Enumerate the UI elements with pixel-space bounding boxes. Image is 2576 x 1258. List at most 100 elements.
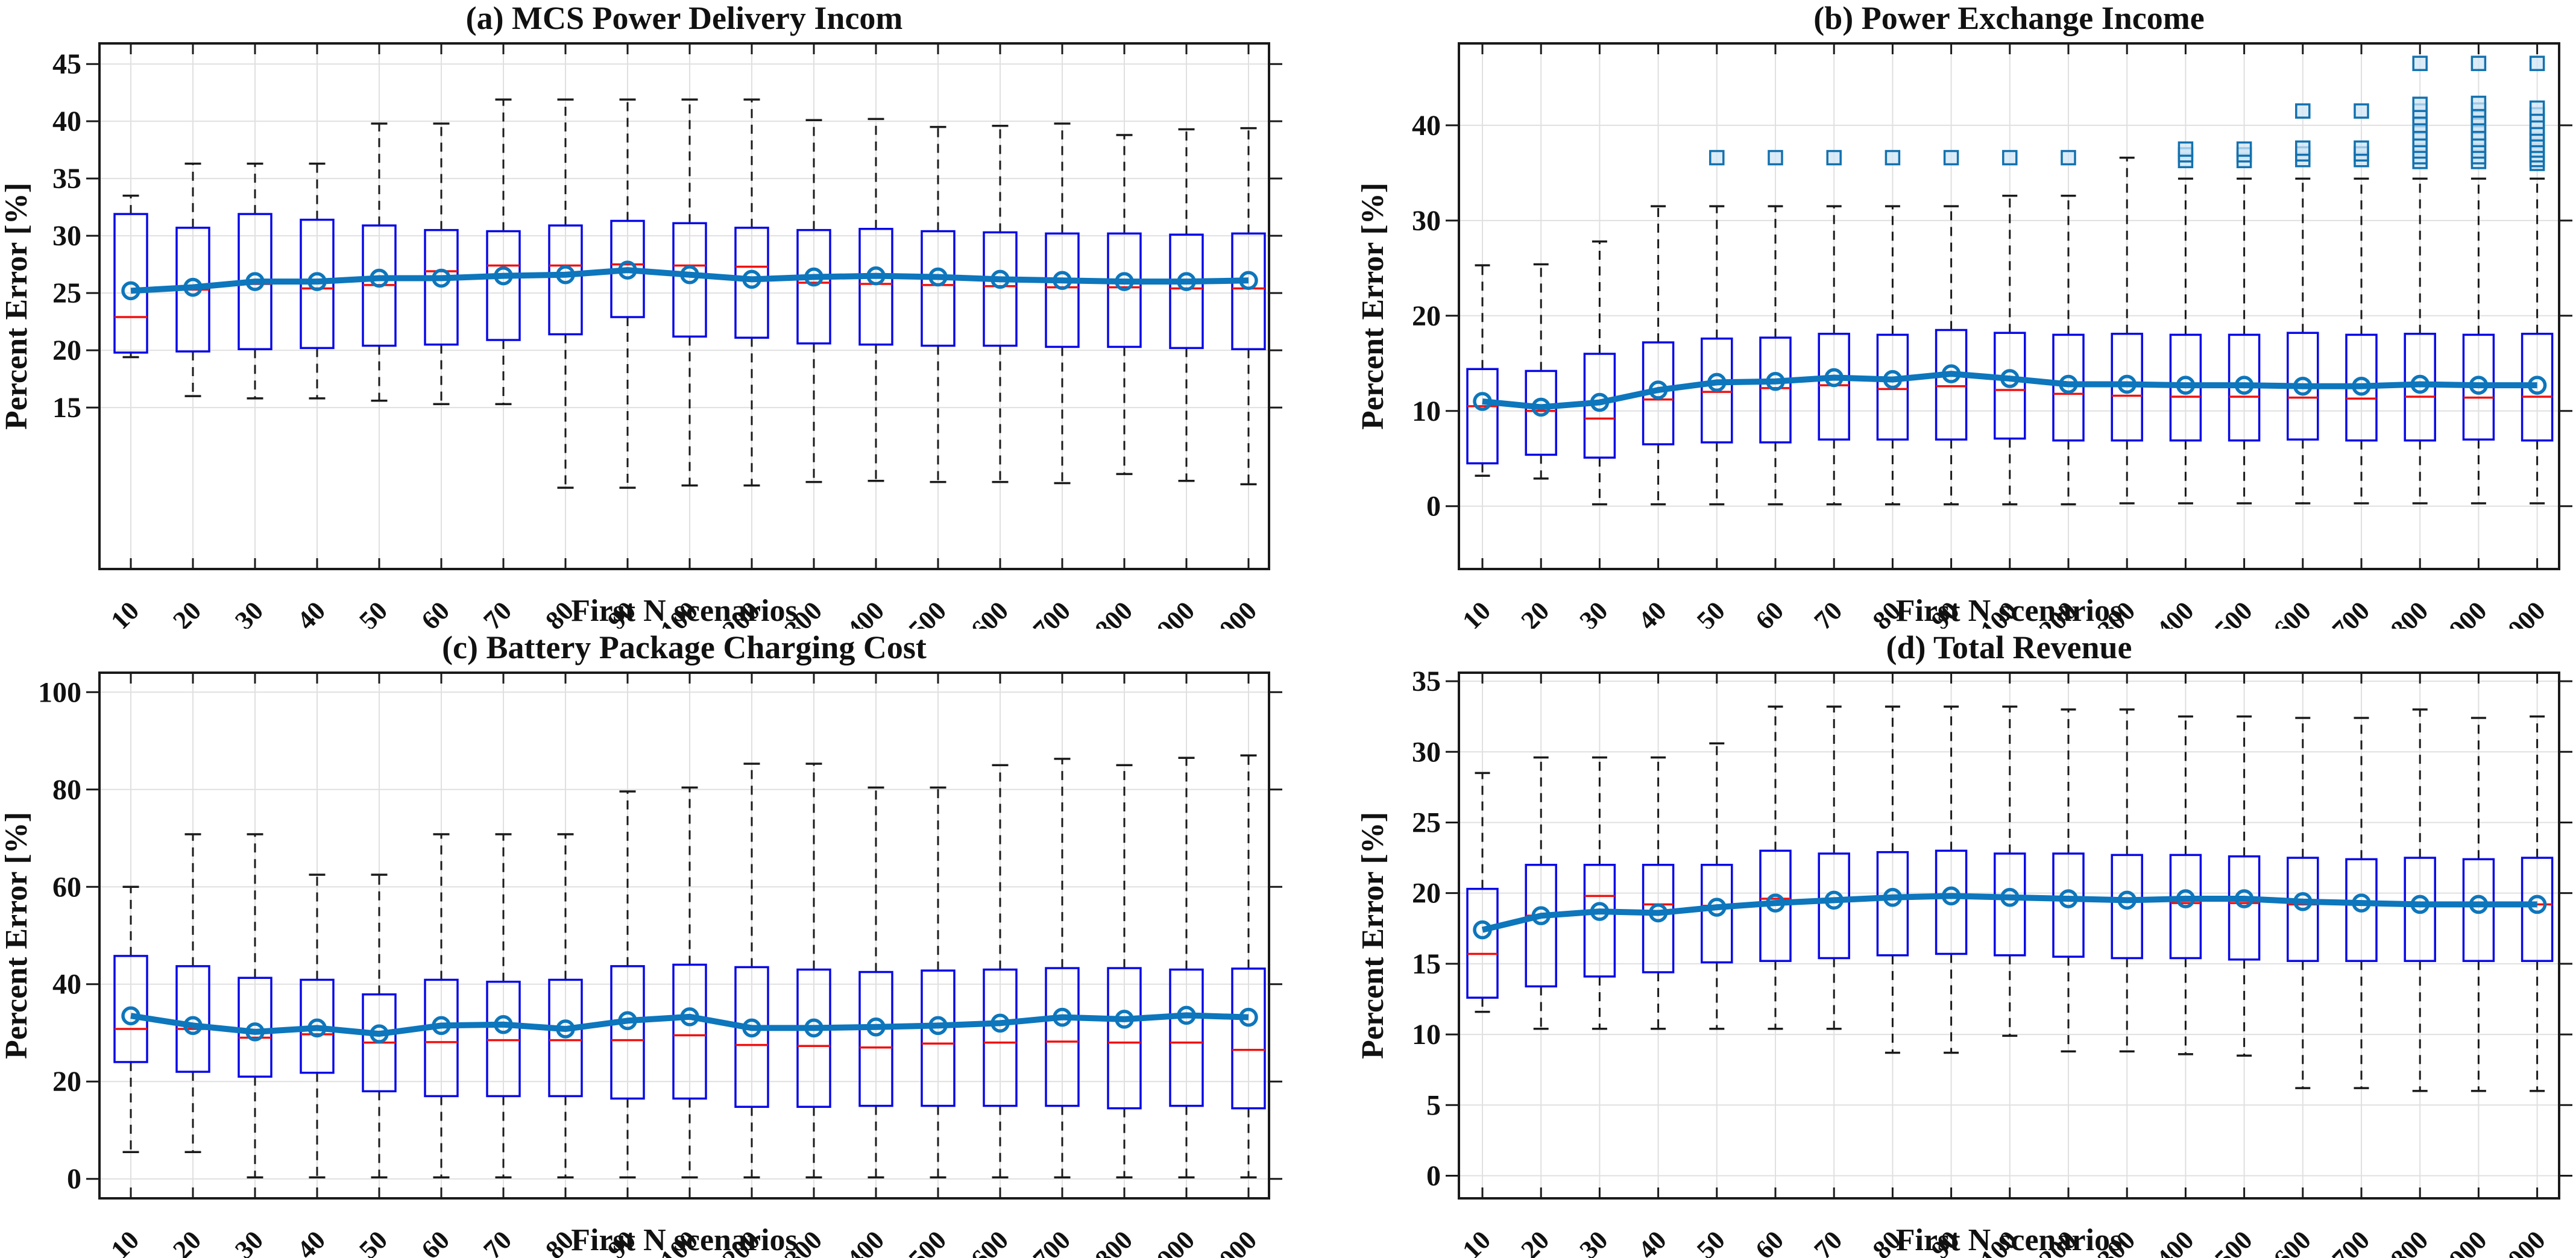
x-tick-label: 50 — [353, 596, 393, 629]
iqr-box — [1935, 849, 1968, 955]
iqr-box — [1994, 852, 2026, 957]
mean-marker — [928, 267, 948, 287]
x-tick-label: 500 — [903, 596, 952, 629]
outlier-square — [2471, 55, 2487, 71]
mean-marker — [2117, 374, 2137, 394]
x-tick-label: 700 — [1027, 596, 1076, 629]
mean-marker — [990, 1013, 1010, 1033]
x-tick-label: 1000 — [1204, 596, 1262, 629]
y-tick-label: 20 — [52, 335, 81, 366]
mean-marker — [1115, 1010, 1134, 1029]
iqr-box — [548, 224, 583, 336]
mean-marker — [618, 1011, 637, 1031]
iqr-box — [610, 965, 645, 1100]
mean-marker — [2000, 369, 2020, 388]
mean-line — [130, 1012, 1249, 1037]
panel-title: (a) MCS Power Delivery Incom — [466, 0, 903, 36]
plot-background — [99, 43, 1269, 569]
mean-marker — [2059, 889, 2078, 908]
mean-marker — [1648, 903, 1668, 923]
x-tick-label: 60 — [415, 596, 455, 629]
mean-marker — [866, 266, 886, 286]
x-tick-label: 600 — [2268, 1225, 2317, 1258]
y-axis-label: Percent Error [%] — [1356, 812, 1390, 1059]
y-tick-label: 5 — [1426, 1089, 1441, 1121]
mean-marker — [432, 268, 451, 288]
x-tick-label: 70 — [477, 1225, 517, 1258]
y-tick-label: 30 — [1412, 736, 1441, 768]
y-tick-label: 10 — [1412, 1019, 1441, 1051]
x-tick-label: 30 — [1574, 596, 1614, 629]
y-tick-label: 0 — [67, 1163, 81, 1195]
outlier-square — [2354, 140, 2369, 156]
iqr-box — [1231, 967, 1266, 1110]
y-tick-label: 30 — [1412, 205, 1441, 237]
mean-marker — [556, 1019, 575, 1039]
x-tick-label: 10 — [105, 596, 145, 629]
x-axis-label: First N scenarios — [1896, 1223, 2122, 1257]
x-tick-label: 60 — [415, 1225, 455, 1258]
mean-marker — [2176, 889, 2196, 908]
iqr-box — [921, 230, 956, 347]
y-tick-label: 40 — [52, 969, 81, 1001]
mean-marker — [928, 1016, 948, 1036]
y-tick-label: 30 — [52, 220, 81, 252]
x-tick-label: 1000 — [2493, 596, 2551, 629]
y-tick-label: 25 — [52, 277, 81, 309]
x-tick-label: 400 — [841, 1225, 890, 1258]
iqr-box — [1525, 864, 1557, 988]
mean-marker — [1531, 906, 1551, 925]
outlier-square — [2002, 149, 2018, 166]
x-tick-label: 400 — [2150, 596, 2199, 629]
y-tick-label: 15 — [52, 392, 81, 424]
x-tick-label: 50 — [1691, 1225, 1731, 1258]
iqr-box — [1818, 852, 1850, 960]
iqr-box — [1876, 851, 1909, 957]
iqr-box — [1701, 337, 1733, 444]
outlier-square — [2178, 141, 2194, 157]
x-tick-label: 800 — [1089, 596, 1138, 629]
iqr-box — [2169, 854, 2202, 960]
mean-marker — [494, 266, 513, 286]
x-tick-label: 500 — [2209, 596, 2258, 629]
outlier-square — [2295, 103, 2311, 119]
mean-marker — [804, 1018, 824, 1038]
iqr-box — [734, 966, 769, 1108]
outlier-square — [2471, 95, 2487, 112]
outlier-square — [1709, 149, 1725, 166]
outlier-square — [1768, 149, 1783, 166]
x-tick-label: 70 — [1809, 596, 1848, 629]
iqr-box — [424, 978, 459, 1098]
outlier-square — [1943, 149, 1959, 166]
mean-marker — [121, 281, 140, 301]
mean-marker — [183, 1016, 203, 1036]
mean-marker — [2234, 376, 2254, 395]
iqr-box — [1642, 864, 1675, 973]
mean-marker — [1239, 271, 1258, 291]
iqr-box — [1583, 864, 1616, 978]
mean-marker — [1177, 1005, 1196, 1025]
iqr-box — [1935, 329, 1968, 441]
x-tick-label: 500 — [2209, 1225, 2258, 1258]
mean-marker — [2527, 895, 2547, 914]
mean-marker — [618, 260, 637, 280]
iqr-box — [113, 213, 148, 354]
y-tick-label: 40 — [1412, 110, 1441, 142]
mean-marker — [1590, 902, 1610, 921]
plot-background — [1459, 43, 2559, 569]
x-tick-label: 40 — [1633, 1225, 1672, 1258]
x-tick-label: 900 — [1151, 1225, 1200, 1258]
iqr-box — [672, 963, 707, 1100]
mean-marker — [1766, 893, 1785, 913]
iqr-box — [1876, 333, 1909, 441]
y-tick-label: 35 — [1412, 665, 1441, 697]
mean-line — [1481, 893, 2537, 933]
iqr-box — [1994, 332, 2026, 440]
x-tick-label: 800 — [2385, 1225, 2434, 1258]
mean-marker — [432, 1016, 451, 1036]
mean-marker — [1115, 272, 1134, 291]
x-tick-label: 30 — [229, 1225, 269, 1258]
iqr-box — [1701, 864, 1733, 964]
mean-marker — [2410, 895, 2430, 914]
mean-marker — [245, 1022, 265, 1042]
